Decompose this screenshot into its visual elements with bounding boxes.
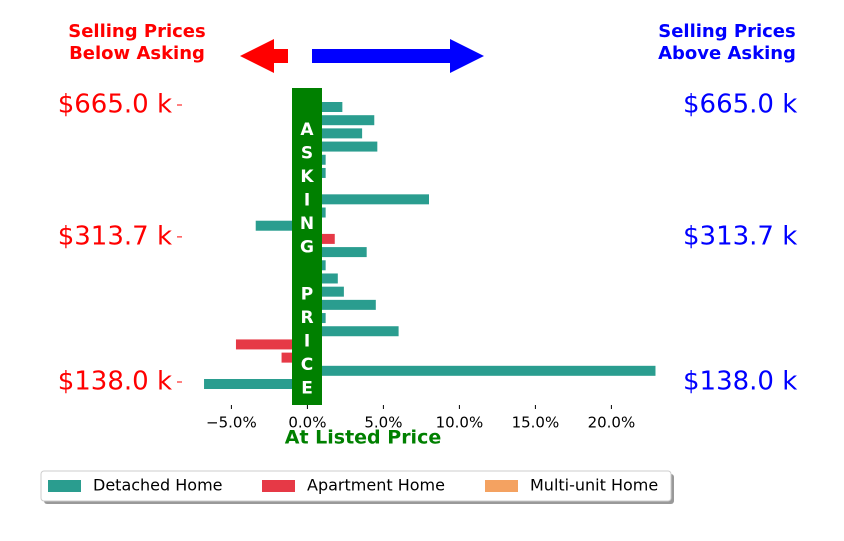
legend — [40, 470, 672, 502]
right-arrow — [312, 39, 484, 73]
x-tick-label: 10.0% — [436, 414, 484, 432]
bar — [204, 379, 308, 389]
bar — [307, 128, 363, 139]
y-tick-label: $313.7 k — [58, 221, 172, 251]
legend-label: Multi-unit Home — [530, 476, 658, 495]
bar — [307, 247, 367, 258]
legend-swatch — [48, 480, 81, 492]
bar — [307, 299, 376, 310]
legend-swatch — [485, 480, 518, 492]
x-tick-label: 15.0% — [512, 414, 560, 432]
y-tick-label: $138.0 k — [58, 367, 172, 397]
bar — [307, 365, 656, 376]
bar — [307, 273, 338, 284]
plot-area — [204, 102, 656, 389]
annotation: Below Asking — [69, 43, 205, 64]
annotation: Selling Prices — [68, 21, 205, 42]
x-tick-label: −5.0% — [206, 414, 257, 432]
legend-label: Detached Home — [93, 476, 223, 495]
legend-swatch — [262, 480, 295, 492]
y-tick-label-right: $313.7 k — [683, 221, 797, 251]
bar — [255, 220, 308, 231]
bar — [307, 141, 378, 152]
bar — [307, 194, 429, 205]
y-tick-label-right: $665.0 k — [683, 90, 797, 120]
x-axis-label: At Listed Price — [285, 427, 441, 449]
annotation: Selling Prices — [658, 21, 795, 42]
bar — [307, 115, 375, 126]
legend-items: Detached Home Apartment Home Multi-unit Ho… — [48, 476, 658, 495]
y-tick-label: $665.0 k — [58, 90, 172, 120]
x-tick-label: 0.0% — [288, 414, 326, 432]
bar — [307, 102, 343, 112]
y-tick-label-right: $138.0 k — [683, 367, 797, 397]
legend-label: Apartment Home — [307, 476, 445, 495]
annotation: Above Asking — [658, 43, 796, 64]
x-tick-label: 20.0% — [588, 414, 636, 432]
bar — [307, 326, 399, 337]
left-arrow — [240, 39, 288, 73]
asking-label: ASKING PRICE — [297, 120, 317, 402]
x-tick-label: 5.0% — [364, 414, 402, 432]
bar — [235, 339, 308, 350]
asking-price-band — [292, 88, 322, 405]
bar — [307, 286, 344, 297]
